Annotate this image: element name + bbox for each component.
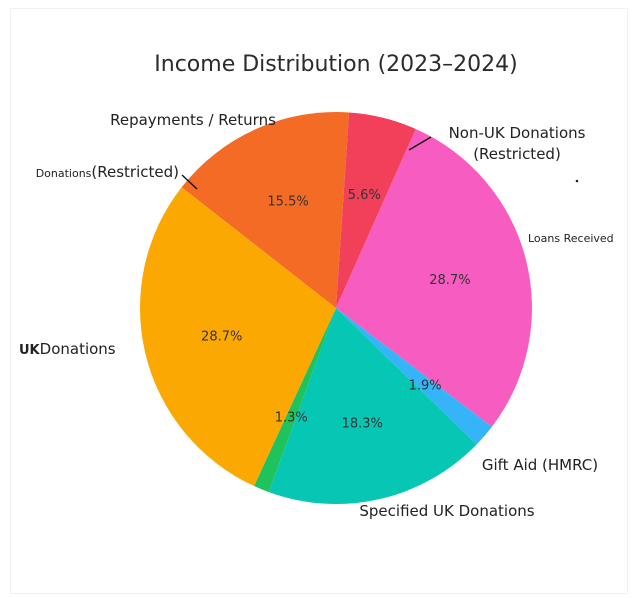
pct-label-3: 1.3% xyxy=(275,411,308,426)
category-label-repayments: Repayments / Returns xyxy=(110,111,276,129)
category-label-non-uk-line1: Non-UK Donations xyxy=(449,124,586,142)
pie-slices xyxy=(140,112,532,504)
chart-title: Income Distribution (2023–2024) xyxy=(154,52,517,77)
category-label-donations-restricted: Donations(Restricted) xyxy=(36,163,179,181)
chart-frame: Income Distribution (2023–2024) 28.7% 1.9… xyxy=(10,8,628,594)
pct-label-6: 5.6% xyxy=(348,188,381,203)
stray-dot xyxy=(576,180,579,183)
category-label-donations-part: Donations xyxy=(36,167,92,180)
category-label-gift-aid: Gift Aid (HMRC) xyxy=(482,456,598,474)
category-label-donations-part: Donations xyxy=(40,340,116,358)
pct-label-5: 15.5% xyxy=(267,195,308,210)
category-label-loans-received: Loans Received xyxy=(528,232,614,245)
category-label-non-uk-line2: (Restricted) xyxy=(473,145,561,163)
pct-label-1: 1.9% xyxy=(409,379,442,394)
category-label-uk-donations: UKDonations xyxy=(19,340,116,358)
category-label-restricted-part: (Restricted) xyxy=(91,163,179,181)
category-label-uk-part: UK xyxy=(19,343,41,358)
pct-label-4: 28.7% xyxy=(201,330,242,345)
category-label-specified-uk: Specified UK Donations xyxy=(359,502,534,520)
pct-label-0: 28.7% xyxy=(429,273,470,288)
pie-chart: Income Distribution (2023–2024) 28.7% 1.9… xyxy=(11,9,627,593)
pct-label-2: 18.3% xyxy=(342,417,383,432)
